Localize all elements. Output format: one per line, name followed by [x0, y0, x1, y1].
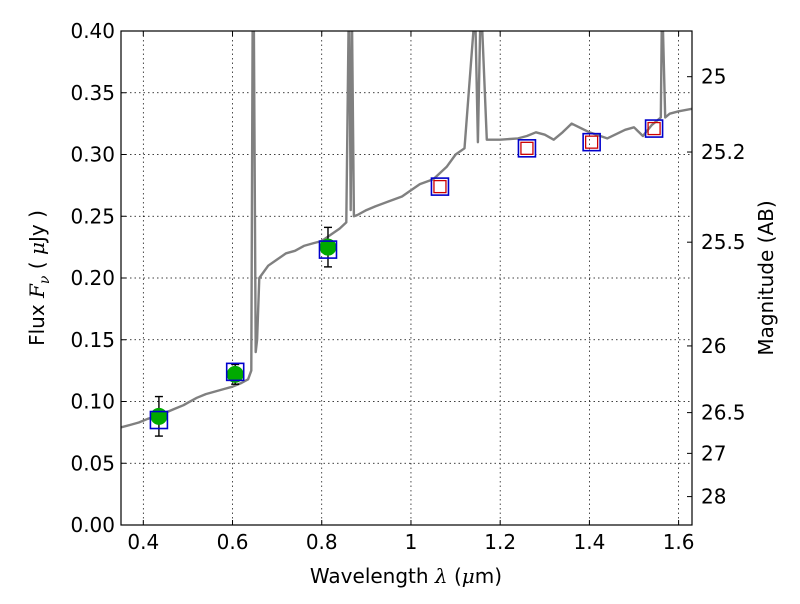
x-tick-label: 1: [405, 530, 418, 554]
model-square: [582, 132, 601, 152]
y-tick-label: 0.15: [70, 328, 115, 352]
x-axis-title: Wavelength λ (μm): [310, 564, 502, 588]
model-square: [225, 362, 245, 382]
x-tick-label: 0.6: [217, 530, 249, 554]
y-tick-label: 0.40: [70, 19, 115, 43]
x-tick-label: 0.8: [306, 530, 338, 554]
model-square: [149, 410, 169, 430]
data-marks: [121, 31, 692, 437]
x-tick-label: 0.4: [127, 530, 159, 554]
model-square-inner: [647, 121, 661, 136]
y-tick-label: 0.30: [70, 143, 115, 167]
y2-tick-label: 25.2: [701, 140, 746, 164]
model-square-inner: [584, 135, 599, 149]
y-tick-label: 0.20: [70, 266, 115, 290]
model-square-inner: [520, 141, 534, 155]
axis-ticks: 0.4 0.6 0.8 1 1.2 1.4 1.6 0.00 0.05 0.10 0.15 0.20 0…: [70, 19, 745, 554]
y2-tick-label: 25.5: [701, 230, 746, 254]
model-square: [318, 240, 338, 259]
model-square-inner: [433, 179, 447, 194]
y2-tick-label: 26.5: [701, 401, 746, 425]
y-tick-label: 0.25: [70, 204, 115, 228]
model-square: [430, 177, 450, 196]
x-tick-label: 1.4: [573, 530, 605, 554]
y2-tick-label: 27: [701, 441, 726, 465]
y2-tick-label: 25: [701, 65, 726, 89]
sed-line: [121, 31, 692, 429]
y2-tick-label: 28: [701, 485, 726, 509]
y2-axis-title: Magnitude (AB): [754, 200, 778, 355]
model-square: [517, 139, 537, 158]
observed-point: [150, 407, 168, 425]
y2-tick-label: 26: [701, 334, 726, 358]
y-tick-label: 0.00: [70, 513, 115, 537]
y-tick-label: 0.05: [70, 451, 115, 475]
y-tick-label: 0.10: [70, 390, 115, 414]
model-square: [644, 119, 664, 138]
y-tick-label: 0.35: [70, 81, 115, 105]
x-tick-label: 1.2: [484, 530, 516, 554]
x-tick-label: 1.6: [663, 530, 695, 554]
